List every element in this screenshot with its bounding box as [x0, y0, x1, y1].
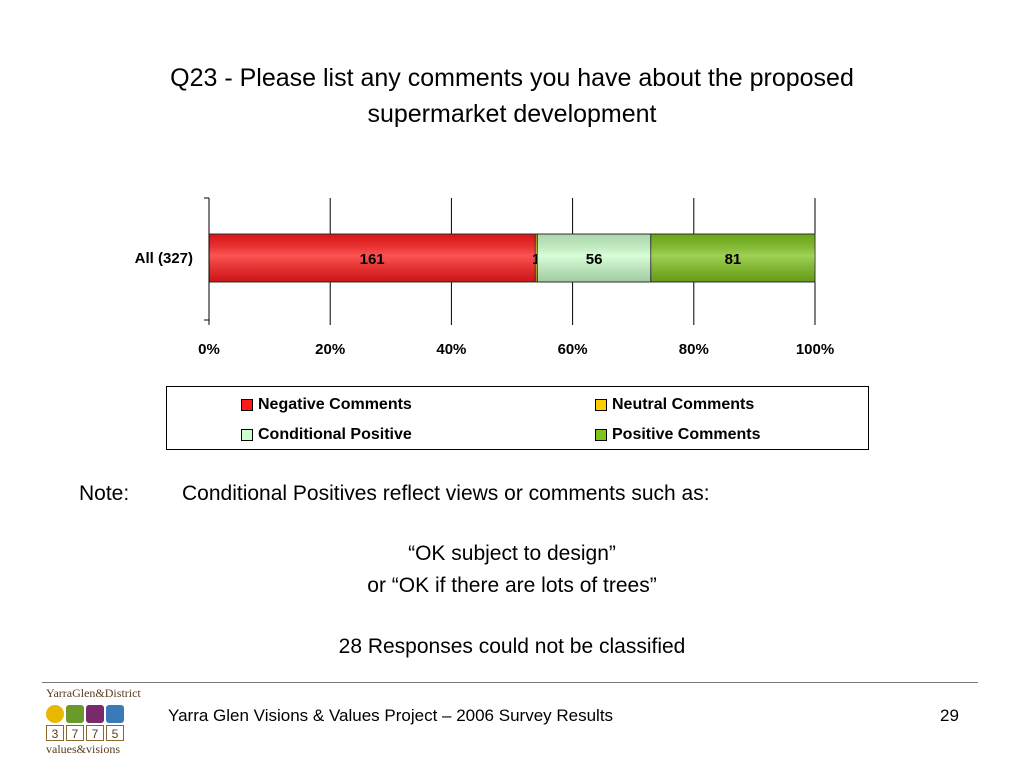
legend-swatch-negative	[241, 399, 253, 411]
legend-label-neutral: Neutral Comments	[612, 396, 755, 413]
legend-label-negative: Negative Comments	[258, 396, 412, 413]
bar-shading-negative-comments	[209, 234, 536, 282]
note-quote-1: “OK subject to design”	[408, 542, 616, 565]
title-line-2: supermarket development	[367, 100, 657, 128]
data-label-positive-comments: 81	[725, 251, 742, 268]
x-tick-label: 100%	[796, 341, 834, 358]
footer-divider	[42, 682, 978, 683]
legend-swatch-conditional	[241, 429, 253, 441]
logo-icon-row	[46, 705, 146, 723]
x-tick-label: 20%	[315, 341, 345, 358]
category-label: All (327)	[135, 250, 193, 267]
x-tick-label: 40%	[436, 341, 466, 358]
legend-item-positive: Positive Comments	[595, 425, 760, 445]
bar-shading-positive-comments	[650, 234, 815, 282]
logo-digit: 5	[106, 725, 124, 741]
legend-label-conditional: Conditional Positive	[258, 426, 412, 443]
note-quote-2: or “OK if there are lots of trees”	[367, 574, 657, 597]
logo-vine-icon	[66, 705, 84, 723]
legend-item-conditional: Conditional Positive	[241, 425, 412, 445]
legend-label-positive: Positive Comments	[612, 426, 761, 443]
chart-axis: 0% 20% 40% 60% 80% 100% All (327)	[135, 197, 834, 358]
logo-digit: 7	[86, 725, 104, 741]
logo-hand-icon	[106, 705, 124, 723]
note-label: Note:	[79, 482, 130, 505]
logo-sun-icon	[46, 705, 64, 723]
chart-bars: 161 1 56 81	[208, 233, 816, 283]
logo-digit: 3	[46, 725, 64, 741]
data-label-neutral-comments: 1	[532, 251, 540, 268]
logo-grape-icon	[86, 705, 104, 723]
slide-title: Q23 - Please list any comments you have …	[0, 60, 1024, 132]
stacked-bar-chart: 161 1 56 81 0% 20% 40% 60% 80% 100% All (327)	[135, 197, 834, 358]
logo-top-text: YarraGlen&District	[46, 686, 141, 700]
unclassified-note: 28 Responses could not be classified	[338, 635, 686, 658]
x-tick-label: 60%	[558, 341, 588, 358]
data-label-negative-comments: 161	[360, 251, 385, 268]
x-tick-label: 0%	[198, 341, 220, 358]
logo-digit: 7	[66, 725, 84, 741]
logo-bottom-text: values&visions	[46, 742, 120, 756]
yarra-glen-logo: YarraGlen&District 3 7 7 5 values&vision…	[46, 686, 146, 758]
logo-digits: 3 7 7 5	[46, 725, 146, 741]
bar-shading-conditional-positive	[537, 234, 651, 282]
page-number: 29	[940, 706, 959, 725]
chart-legend: Negative Comments Neutral Comments Condi…	[166, 386, 869, 450]
footer-text: Yarra Glen Visions & Values Project – 20…	[168, 706, 614, 725]
title-line-1: Q23 - Please list any comments you have …	[170, 64, 854, 92]
note-text: Conditional Positives reflect views or c…	[182, 482, 710, 505]
legend-swatch-neutral	[595, 399, 607, 411]
legend-item-negative: Negative Comments	[241, 395, 412, 415]
x-tick-label: 80%	[679, 341, 709, 358]
data-label-conditional-positive: 56	[586, 251, 603, 268]
legend-swatch-positive	[595, 429, 607, 441]
bar-shading-neutral-comments	[535, 234, 538, 282]
legend-item-neutral: Neutral Comments	[595, 395, 754, 415]
